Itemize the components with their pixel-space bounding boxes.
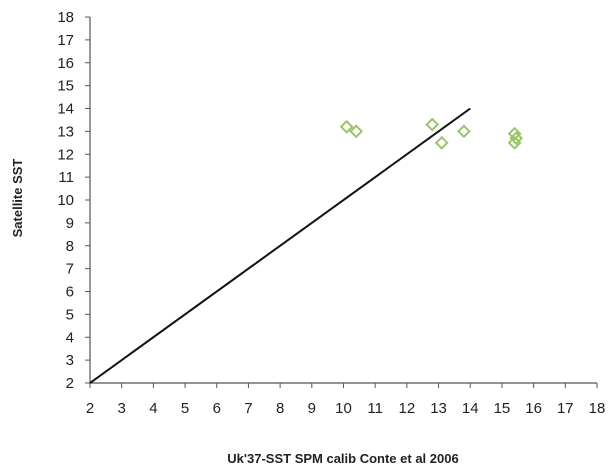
y-tick-label: 2 [66, 375, 74, 392]
data-point [434, 135, 449, 150]
x-tick-label: 7 [244, 400, 252, 417]
data-point [339, 119, 354, 134]
x-axis-ticks: 2 3 4 5 6 7 8 9 10 11 12 13 14 15 16 17 18 [86, 383, 606, 417]
x-axis-title: Uk'37-SST SPM calib Conte et al 2006 [227, 451, 458, 466]
y-tick-label: 3 [66, 352, 74, 369]
y-tick-label: 12 [57, 146, 74, 163]
y-tick-label: 13 [57, 123, 74, 140]
y-tick-label: 15 [57, 78, 74, 95]
x-tick-label: 14 [462, 400, 479, 417]
y-tick-label: 5 [66, 306, 74, 323]
x-tick-label: 2 [86, 400, 94, 417]
x-tick-label: 12 [399, 400, 416, 417]
x-tick-label: 6 [213, 400, 221, 417]
one-to-one-line [89, 107, 471, 384]
x-tick-label: 9 [308, 400, 316, 417]
y-tick-label: 10 [57, 192, 74, 209]
x-tick-label: 4 [149, 400, 157, 417]
data-point [507, 135, 522, 150]
data-point [509, 131, 524, 146]
y-tick-label: 14 [57, 101, 74, 118]
x-tick-label: 5 [181, 400, 189, 417]
x-tick-label: 13 [430, 400, 447, 417]
y-tick-label: 6 [66, 284, 74, 301]
y-axis-ticks: 2 3 4 5 6 7 8 9 10 11 12 13 14 15 16 17 18 [57, 9, 90, 392]
x-tick-label: 15 [494, 400, 511, 417]
y-tick-label: 11 [58, 169, 74, 186]
y-axis-title: Satellite SST [10, 159, 25, 238]
data-points [339, 117, 524, 150]
data-point [507, 126, 522, 141]
y-tick-label: 18 [57, 9, 74, 26]
x-tick-label: 16 [525, 400, 542, 417]
x-tick-label: 18 [589, 400, 606, 417]
y-tick-label: 7 [66, 261, 74, 278]
y-tick-label: 9 [66, 215, 74, 232]
data-point [425, 117, 440, 132]
y-tick-label: 4 [66, 329, 74, 346]
x-tick-label: 8 [276, 400, 284, 417]
x-tick-label: 10 [335, 400, 352, 417]
y-tick-label: 16 [57, 55, 74, 72]
x-tick-label: 17 [557, 400, 574, 417]
x-tick-label: 3 [118, 400, 126, 417]
data-point [349, 124, 364, 139]
data-point [456, 124, 471, 139]
x-tick-label: 11 [367, 400, 383, 417]
y-tick-label: 8 [66, 238, 74, 255]
y-tick-label: 17 [57, 32, 74, 49]
